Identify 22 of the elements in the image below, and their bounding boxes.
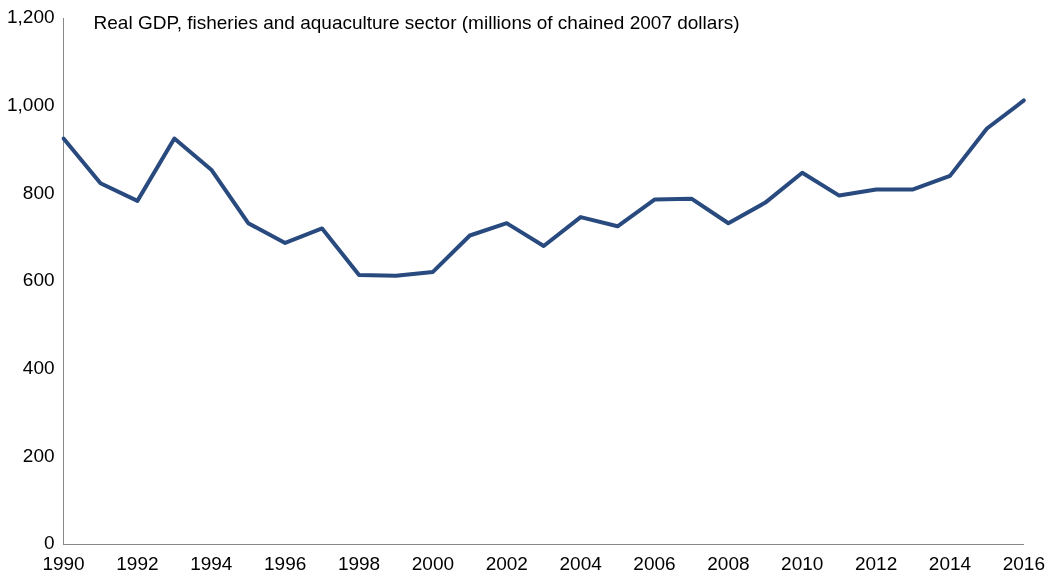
x-tick-label: 2008 [707, 552, 750, 574]
x-tick-label: 2004 [559, 552, 603, 574]
x-tick-label: 2016 [1002, 552, 1046, 574]
x-tick-label: 2012 [854, 552, 898, 574]
x-tick-label: 2010 [781, 552, 824, 574]
y-tick-label: 200 [22, 444, 55, 466]
y-tick-label: 0 [43, 532, 55, 554]
x-tick-label: 1994 [190, 552, 233, 574]
x-tick-label: 2014 [928, 552, 972, 574]
y-tick-label: 600 [22, 269, 55, 291]
x-tick-label: 1996 [264, 552, 307, 574]
x-tick-label: 2006 [633, 552, 676, 574]
y-tick-label: 1,200 [7, 6, 55, 28]
x-tick-label: 1990 [42, 552, 85, 574]
x-tick-label: 1998 [337, 552, 381, 574]
x-tick-label: 1992 [116, 552, 159, 574]
y-tick-label: 800 [22, 181, 55, 203]
y-tick-label: 400 [22, 357, 55, 379]
x-tick-label: 2002 [485, 552, 528, 574]
chart-title: Real GDP, fisheries and aquaculture sector (millions of chained 2007 dollars) [93, 12, 740, 34]
x-tick-label: 2000 [411, 552, 455, 574]
y-tick-label: 1,000 [7, 93, 55, 115]
